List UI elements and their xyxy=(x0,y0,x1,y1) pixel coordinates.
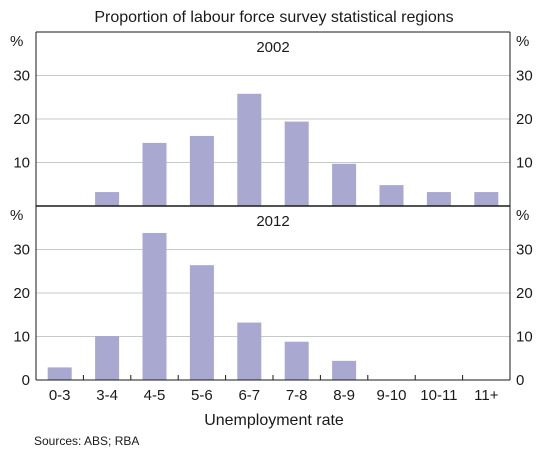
x-tick-label: 11+ xyxy=(474,387,499,404)
bar-2012-0-3 xyxy=(47,367,72,380)
bar-2002-5-6 xyxy=(189,135,214,206)
bar-2012-6-7 xyxy=(237,322,262,380)
y-tick-left: 30 xyxy=(13,242,30,259)
y-unit-right: % xyxy=(516,207,529,224)
bar-2012-4-5 xyxy=(142,232,167,380)
bar-2012-8-9 xyxy=(332,360,357,380)
y-tick-right: 10 xyxy=(516,329,533,346)
bar-2002-6-7 xyxy=(237,93,262,206)
y-tick-right: 30 xyxy=(516,242,533,259)
y-tick-right: 0 xyxy=(516,372,524,389)
x-tick-label: 4-5 xyxy=(144,387,166,404)
chart-panels: % % 2002 10 10 20 20 30 30% % 2012 0 0 10 10 20 20 30 30 0-… xyxy=(10,31,533,404)
bar-2012-5-6 xyxy=(189,265,214,380)
y-tick-left: 20 xyxy=(13,111,30,128)
y-tick-right: 20 xyxy=(516,285,533,302)
x-tick-label: 0-3 xyxy=(49,387,71,404)
y-tick-right: 20 xyxy=(516,111,533,128)
x-axis-label: Unemployment rate xyxy=(204,412,344,429)
bar-2002-7-8 xyxy=(284,121,309,206)
panel-title: 2012 xyxy=(256,213,289,230)
y-tick-right: 30 xyxy=(516,68,533,85)
x-tick-label: 9-10 xyxy=(376,387,406,404)
x-tick-label: 8-9 xyxy=(333,387,355,404)
bar-2002-9-10 xyxy=(379,185,404,206)
bar-2012-7-8 xyxy=(284,341,309,380)
x-tick-label: 10-11 xyxy=(420,387,457,404)
x-tick-label: 3-4 xyxy=(96,387,118,404)
y-unit-left: % xyxy=(10,33,23,50)
sources-note: Sources: ABS; RBA xyxy=(34,434,139,448)
y-tick-right: 10 xyxy=(516,155,533,172)
y-unit-left: % xyxy=(10,207,23,224)
y-tick-left: 30 xyxy=(13,68,30,85)
y-tick-left: 0 xyxy=(22,372,30,389)
y-tick-left: 20 xyxy=(13,285,30,302)
bar-2002-4-5 xyxy=(142,142,167,206)
chart-subtitle: Proportion of labour force survey statis… xyxy=(94,9,453,26)
bar-2002-11+ xyxy=(474,192,499,206)
bar-2002-8-9 xyxy=(332,163,357,206)
bar-2002-10-11 xyxy=(426,192,451,206)
x-tick-label: 5-6 xyxy=(191,387,213,404)
x-tick-label: 7-8 xyxy=(286,387,308,404)
panel-2012: % % 2012 0 0 10 10 20 20 30 30 0-3 3-4 4-5 5-6 6-7 7-8 8-… xyxy=(10,206,533,404)
y-tick-left: 10 xyxy=(13,329,30,346)
y-tick-left: 10 xyxy=(13,155,30,172)
panel-2002: % % 2002 10 10 20 20 30 30 xyxy=(10,31,533,207)
panel-title: 2002 xyxy=(256,39,289,56)
bar-2012-3-4 xyxy=(95,336,120,380)
y-unit-right: % xyxy=(516,33,529,50)
bar-2002-3-4 xyxy=(95,192,120,206)
x-tick-label: 6-7 xyxy=(238,387,260,404)
